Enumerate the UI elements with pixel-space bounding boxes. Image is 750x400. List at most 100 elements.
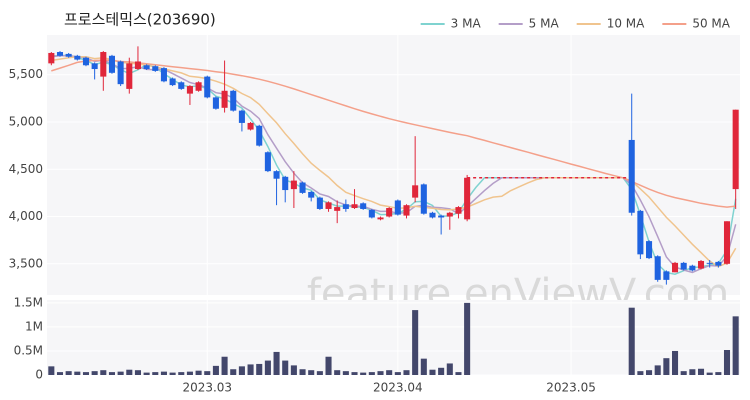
candle-body	[403, 205, 410, 216]
candle-body	[82, 57, 90, 66]
candle-body	[100, 52, 107, 77]
volume-bar	[74, 371, 81, 375]
candle-body	[230, 90, 237, 111]
volume-bar	[247, 364, 254, 375]
candle-body	[671, 262, 679, 273]
volume-bar	[334, 370, 341, 375]
volume-bar	[316, 371, 323, 375]
volume-bar	[680, 371, 687, 375]
volume-bar	[715, 372, 722, 375]
legend-label: 5 MA	[529, 17, 560, 31]
candle-body	[308, 191, 315, 198]
volume-bar	[178, 372, 185, 375]
candle-body	[446, 212, 453, 217]
volume-bar	[732, 316, 739, 375]
y-tick-label: 5,000	[9, 114, 43, 128]
candle-body	[152, 66, 159, 71]
volume-bar	[455, 372, 462, 375]
legend-label: 10 MA	[607, 17, 645, 31]
candle-body	[143, 65, 150, 70]
candle-body	[412, 185, 419, 198]
candle-body	[290, 180, 297, 190]
volume-bar	[143, 372, 150, 375]
legend-label: 50 MA	[692, 17, 730, 31]
volume-bar	[82, 372, 90, 375]
candle-body	[732, 109, 739, 190]
volume-bar	[221, 356, 228, 375]
volume-bar	[212, 365, 219, 375]
y-tick-label: 0.5M	[14, 343, 43, 357]
y-tick-label: 1M	[25, 319, 43, 333]
chart-title: 프로스테믹스(203690)	[64, 11, 216, 29]
volume-bar	[299, 369, 306, 375]
candle-body	[377, 217, 384, 220]
volume-bar	[386, 370, 393, 375]
y-tick-label: 4,500	[9, 162, 43, 176]
candle-body	[351, 204, 358, 209]
candle-body	[438, 215, 445, 218]
volume-bar	[152, 372, 159, 375]
plot-background	[47, 35, 740, 295]
candle-body	[74, 55, 81, 60]
candle-body	[464, 177, 471, 220]
candle-body	[680, 262, 687, 270]
y-tick-label: 3,500	[9, 256, 43, 270]
volume-bar	[230, 369, 237, 375]
volume-bar	[65, 371, 72, 375]
candle-body	[455, 207, 462, 214]
y-tick-label: 4,000	[9, 209, 43, 223]
candle-body	[56, 52, 64, 56]
ma-line	[51, 59, 736, 208]
volume-bar	[204, 371, 211, 375]
candle-body	[169, 78, 176, 86]
candle-body	[689, 265, 696, 271]
x-tick-label: 2023.03	[182, 381, 232, 395]
volume-bar	[446, 363, 453, 375]
volume-bar	[48, 366, 55, 375]
volume-bar	[360, 372, 367, 375]
candle-body	[628, 139, 635, 213]
volume-bar	[429, 369, 436, 375]
volume-bar	[706, 372, 713, 375]
volume-bar	[368, 372, 375, 375]
candle-body	[282, 176, 289, 191]
volume-bar	[126, 369, 133, 375]
candle-body	[134, 61, 141, 70]
candle-body	[117, 61, 124, 85]
volume-bar	[342, 371, 349, 375]
volume-bar	[308, 370, 315, 375]
candle-body	[342, 204, 349, 209]
volume-bar	[273, 351, 280, 375]
volume-bar	[394, 372, 401, 375]
candle-body	[697, 260, 705, 269]
candle-body	[386, 208, 393, 217]
candle-body	[646, 241, 653, 259]
volume-bar	[351, 372, 358, 375]
candle-body	[91, 63, 98, 70]
candle-body	[663, 271, 670, 280]
candle-body	[238, 110, 245, 123]
candle-body	[204, 76, 211, 98]
volume-bar	[464, 302, 471, 375]
volume-bar	[663, 358, 670, 375]
candle-body	[212, 97, 219, 109]
candle-body	[221, 90, 228, 108]
volume-bar	[377, 371, 384, 375]
volume-bar	[134, 370, 141, 375]
candle-body	[256, 125, 263, 146]
candle-body	[178, 82, 185, 89]
volume-bar	[117, 371, 124, 375]
volume-bar	[412, 310, 419, 375]
candle-body	[654, 256, 661, 280]
candle-body	[247, 122, 254, 130]
volume-bar	[264, 360, 271, 375]
candle-body	[160, 68, 167, 82]
volume-bar	[646, 370, 653, 375]
candle-body	[325, 202, 332, 209]
volume-bar	[697, 368, 705, 375]
candle-body	[360, 203, 367, 209]
volume-bar	[325, 356, 332, 375]
candle-body	[48, 52, 55, 64]
candle-body	[334, 207, 341, 211]
volume-bar	[628, 307, 635, 375]
